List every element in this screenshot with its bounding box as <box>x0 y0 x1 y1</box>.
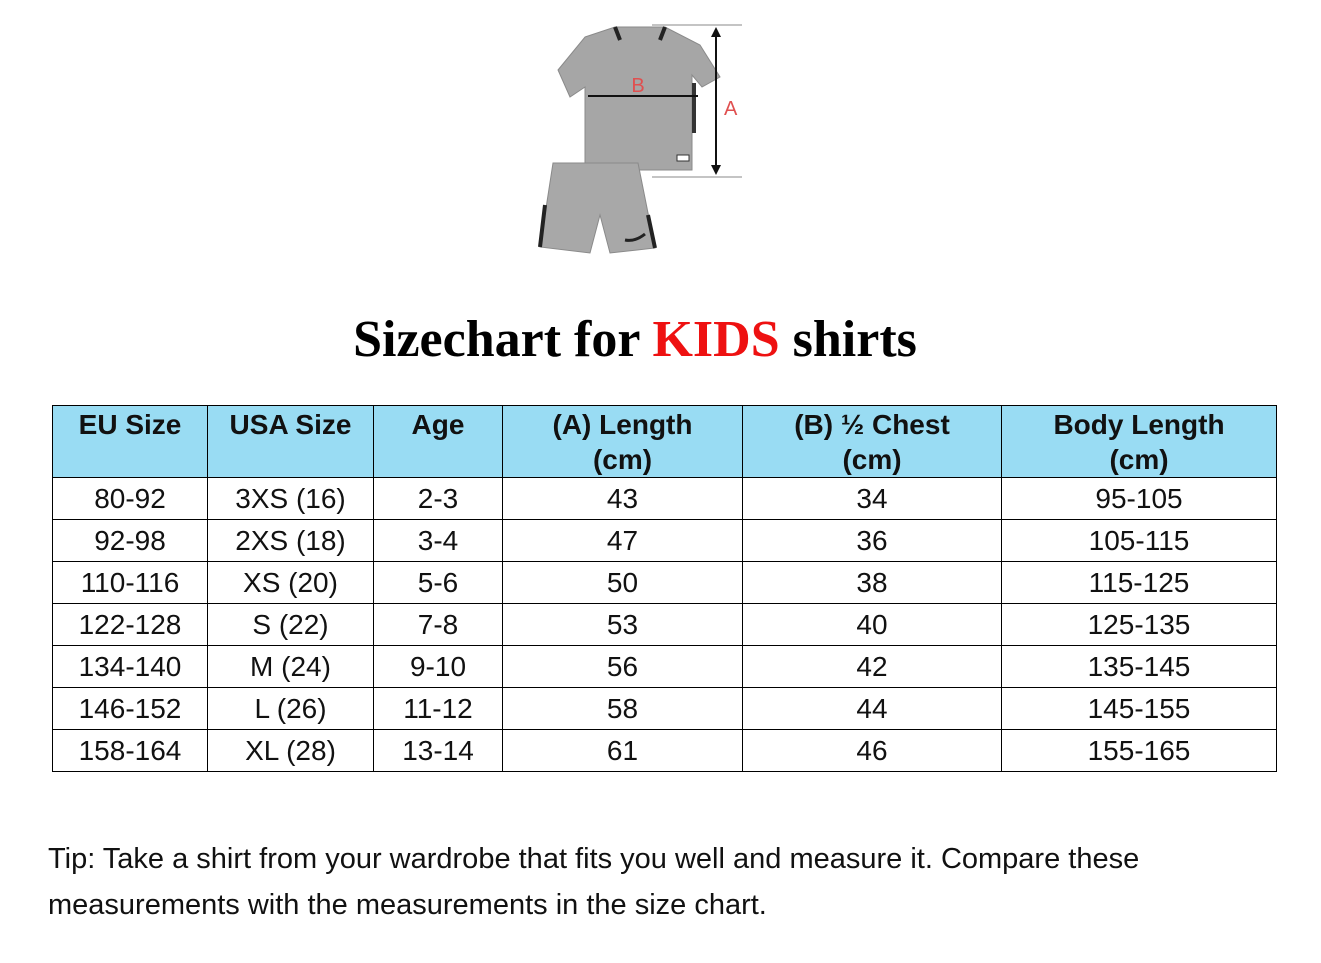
column-header: EU Size <box>52 405 208 478</box>
table-cell: 155-165 <box>1001 729 1277 772</box>
table-cell: 122-128 <box>52 603 208 646</box>
table-cell: 61 <box>502 729 743 772</box>
table-cell: 105-115 <box>1001 519 1277 562</box>
table-cell: M (24) <box>207 645 374 688</box>
table-cell: 38 <box>742 561 1002 604</box>
column-header: (B) ½ Chest (cm) <box>742 405 1002 478</box>
table-cell: 3-4 <box>373 519 503 562</box>
tip-text: Tip: Take a shirt from your wardrobe tha… <box>48 843 1140 921</box>
table-cell: 158-164 <box>52 729 208 772</box>
table-cell: XL (28) <box>207 729 374 772</box>
table-cell: 9-10 <box>373 645 503 688</box>
table-row: 80-92 3XS (16) 2-3 43 34 95-105 <box>52 477 1277 520</box>
table-header-row: EU Size USA Size Age (A) Length (cm) (B) ½ C… <box>52 405 1277 478</box>
table-cell: 36 <box>742 519 1002 562</box>
table-cell: 3XS (16) <box>207 477 374 520</box>
table-cell: 13-14 <box>373 729 503 772</box>
column-header: Body Length (cm) <box>1001 405 1277 478</box>
table-cell: 47 <box>502 519 743 562</box>
label-b: B <box>631 75 644 97</box>
table-cell: 11-12 <box>373 687 503 730</box>
table-cell: 92-98 <box>52 519 208 562</box>
title-highlight: KIDS <box>652 311 780 368</box>
table-cell: 2XS (18) <box>207 519 374 562</box>
table-cell: 146-152 <box>52 687 208 730</box>
table-cell: 134-140 <box>52 645 208 688</box>
column-header: (A) Length (cm) <box>502 405 743 478</box>
size-chart-table: EU Size USA Size Age (A) Length (cm) (B) ½ C… <box>52 405 1277 772</box>
table-row: 158-164 XL (28) 13-14 61 46 155-165 <box>52 729 1277 772</box>
table-cell: 7-8 <box>373 603 503 646</box>
table-cell: 135-145 <box>1001 645 1277 688</box>
title-prefix: Sizechart for <box>353 311 653 368</box>
table-cell: 40 <box>742 603 1002 646</box>
table-cell: 80-92 <box>52 477 208 520</box>
table-cell: 43 <box>502 477 743 520</box>
table-cell: 5-6 <box>373 561 503 604</box>
table-cell: 115-125 <box>1001 561 1277 604</box>
table-row: 146-152 L (26) 11-12 58 44 145-155 <box>52 687 1277 730</box>
table-cell: 58 <box>502 687 743 730</box>
table-cell: 50 <box>502 561 743 604</box>
table-cell: 56 <box>502 645 743 688</box>
kids-kit-measurement-diagram: B A <box>538 24 742 254</box>
table-row: 134-140 M (24) 9-10 56 42 135-145 <box>52 645 1277 688</box>
table-cell: 110-116 <box>52 561 208 604</box>
page-title: Sizechart for KIDS shirts <box>0 310 1270 369</box>
table-row: 110-116 XS (20) 5-6 50 38 115-125 <box>52 561 1277 604</box>
table-cell: 2-3 <box>373 477 503 520</box>
shorts-illustration <box>538 162 657 254</box>
table-cell: 95-105 <box>1001 477 1277 520</box>
label-a: A <box>724 98 738 120</box>
table-row: 92-98 2XS (18) 3-4 47 36 105-115 <box>52 519 1277 562</box>
table-cell: 44 <box>742 687 1002 730</box>
column-header: USA Size <box>207 405 374 478</box>
table-cell: S (22) <box>207 603 374 646</box>
table-cell: 53 <box>502 603 743 646</box>
table-row: 122-128 S (22) 7-8 53 40 125-135 <box>52 603 1277 646</box>
table-cell: 34 <box>742 477 1002 520</box>
table-cell: 46 <box>742 729 1002 772</box>
table-cell: XS (20) <box>207 561 374 604</box>
column-header: Age <box>373 405 503 478</box>
title-suffix: shirts <box>779 311 917 368</box>
table-cell: L (26) <box>207 687 374 730</box>
shirt-illustration <box>557 26 721 171</box>
table-cell: 42 <box>742 645 1002 688</box>
table-cell: 145-155 <box>1001 687 1277 730</box>
table-cell: 125-135 <box>1001 603 1277 646</box>
